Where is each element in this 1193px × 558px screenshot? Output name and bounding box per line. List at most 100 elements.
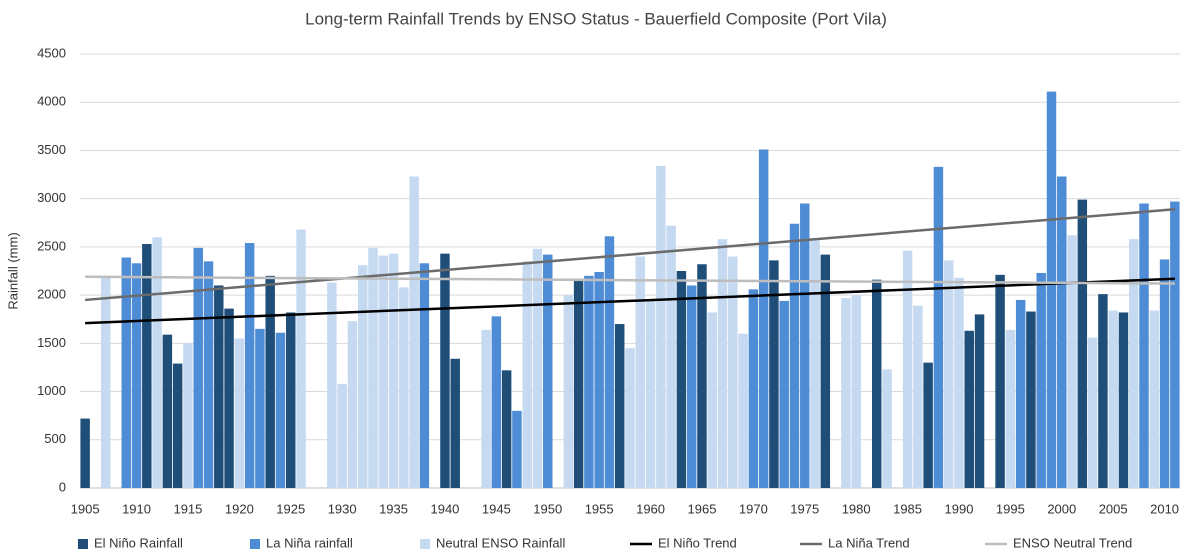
bar xyxy=(820,254,831,488)
bar xyxy=(666,225,676,488)
bar xyxy=(573,278,584,488)
bar xyxy=(481,329,491,488)
x-tick-label: 1935 xyxy=(379,501,408,516)
bar xyxy=(172,363,183,488)
bar xyxy=(943,260,954,488)
y-tick-label: 1500 xyxy=(37,335,66,350)
bar xyxy=(419,263,430,488)
bar xyxy=(388,253,399,488)
bar xyxy=(265,275,275,488)
x-tick-label: 1995 xyxy=(996,501,1025,516)
bar xyxy=(841,298,851,488)
bar xyxy=(1129,239,1139,488)
x-tick-label: 2010 xyxy=(1150,501,1179,516)
bar xyxy=(296,229,306,489)
y-tick-label: 2500 xyxy=(37,238,66,253)
bar xyxy=(399,287,409,488)
bar xyxy=(563,295,574,488)
x-tick-label: 1950 xyxy=(533,501,562,516)
y-tick-label: 500 xyxy=(44,431,66,446)
x-tick-label: 1920 xyxy=(225,501,254,516)
x-tick-label: 1960 xyxy=(636,501,665,516)
x-tick-label: 2000 xyxy=(1047,501,1076,516)
legend-label: ENSO Neutral Trend xyxy=(1013,535,1132,550)
legend-swatch xyxy=(78,539,88,549)
trend-line xyxy=(85,277,1175,325)
bar xyxy=(501,370,512,488)
y-axis-label: Rainfall (mm) xyxy=(5,232,20,309)
bar xyxy=(686,285,697,488)
bar xyxy=(347,321,358,488)
y-tick-label: 2000 xyxy=(37,287,66,302)
bar xyxy=(286,312,296,488)
bar xyxy=(1077,199,1088,488)
x-tick-label: 1965 xyxy=(688,501,717,516)
trend-line xyxy=(85,208,1175,302)
x-tick-label: 2005 xyxy=(1099,501,1128,516)
bar xyxy=(851,295,861,488)
y-tick-label: 4000 xyxy=(37,94,66,109)
bar xyxy=(244,243,255,488)
x-tick-label: 1955 xyxy=(585,501,614,516)
y-tick-label: 4500 xyxy=(37,45,66,60)
bar xyxy=(974,314,985,488)
bar xyxy=(594,271,604,488)
legend-label: Neutral ENSO Rainfall xyxy=(436,535,565,550)
bar xyxy=(604,236,615,488)
bar xyxy=(193,247,203,488)
bar xyxy=(337,383,347,488)
bar xyxy=(1005,329,1016,488)
bar xyxy=(779,300,789,488)
x-tick-label: 1945 xyxy=(482,501,511,516)
bar xyxy=(656,165,666,488)
y-tick-label: 3000 xyxy=(37,190,66,205)
legend-label: La Niña rainfall xyxy=(266,535,353,550)
bar xyxy=(522,261,532,488)
x-tick-label: 1940 xyxy=(430,501,459,516)
x-tick-label: 1990 xyxy=(945,501,974,516)
bar xyxy=(697,264,707,488)
bar xyxy=(748,289,759,488)
bar xyxy=(162,334,173,488)
bar xyxy=(224,308,234,488)
x-tick-label: 1970 xyxy=(739,501,768,516)
bar xyxy=(1015,299,1026,488)
bar xyxy=(800,203,810,488)
bar xyxy=(1087,337,1098,488)
bar xyxy=(80,418,90,488)
bar xyxy=(214,285,224,488)
bar xyxy=(203,261,214,488)
bar xyxy=(882,369,892,488)
bar xyxy=(1139,203,1149,488)
bar xyxy=(131,263,142,488)
legend-label: El Niño Rainfall xyxy=(94,535,183,550)
x-tick-label: 1925 xyxy=(276,501,305,516)
bar xyxy=(378,255,388,488)
bar xyxy=(584,275,594,488)
bar xyxy=(1118,312,1129,488)
bar xyxy=(512,410,522,488)
bar xyxy=(758,149,769,489)
legend-label: El Niño Trend xyxy=(658,535,737,550)
bar xyxy=(450,358,460,488)
x-tick-label: 1915 xyxy=(173,501,202,516)
bar xyxy=(789,223,800,488)
legend-swatch xyxy=(420,539,430,549)
bar xyxy=(676,271,687,488)
bar xyxy=(409,176,419,489)
bar xyxy=(728,256,738,488)
bar xyxy=(810,240,820,488)
bar xyxy=(1149,310,1160,488)
bar xyxy=(1026,311,1036,488)
bar xyxy=(933,166,944,488)
bar xyxy=(152,237,162,488)
bar xyxy=(738,333,748,488)
bar xyxy=(357,265,368,488)
bar xyxy=(121,257,131,488)
legend-swatch xyxy=(250,539,260,549)
bar xyxy=(1098,294,1108,488)
x-tick-label: 1985 xyxy=(893,501,922,516)
bar xyxy=(275,332,286,488)
bar xyxy=(635,256,646,488)
